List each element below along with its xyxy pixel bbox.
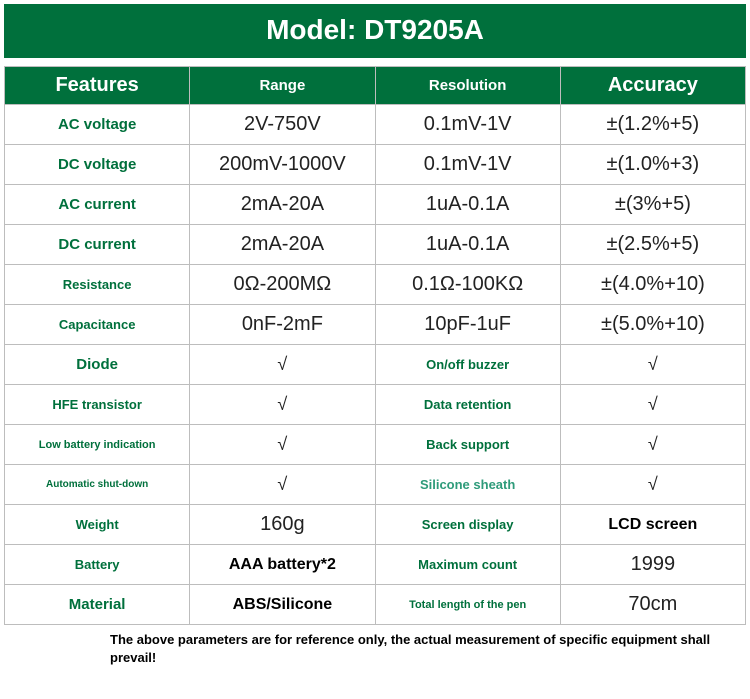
feature-label: On/off buzzer xyxy=(375,345,560,385)
feature-label: Weight xyxy=(5,505,190,545)
table-row: DC current2mA-20A1uA-0.1A±(2.5%+5) xyxy=(5,225,746,265)
feature-label: Automatic shut-down xyxy=(5,465,190,505)
feature-value: ABS/Silicone xyxy=(190,585,375,625)
feature-value: 160g xyxy=(190,505,375,545)
feature-value: √ xyxy=(560,385,745,425)
header-row: Features Range Resolution Accuracy xyxy=(5,67,746,105)
table-row: Low battery indication√Back support√ xyxy=(5,425,746,465)
feature-label: HFE transistor xyxy=(5,385,190,425)
model-title: Model: DT9205A xyxy=(266,14,484,45)
feature-label: DC voltage xyxy=(5,145,190,185)
col-resolution: Resolution xyxy=(375,67,560,105)
col-features: Features xyxy=(5,67,190,105)
resolution-value: 0.1Ω-100KΩ xyxy=(375,265,560,305)
feature-value: LCD screen xyxy=(560,505,745,545)
table-body: AC voltage2V-750V0.1mV-1V±(1.2%+5)DC vol… xyxy=(5,105,746,625)
accuracy-value: ±(3%+5) xyxy=(560,185,745,225)
table-row: MaterialABS/SiliconeTotal length of the … xyxy=(5,585,746,625)
feature-label: Material xyxy=(5,585,190,625)
feature-value: √ xyxy=(190,465,375,505)
feature-value: √ xyxy=(560,465,745,505)
feature-value: √ xyxy=(190,385,375,425)
resolution-value: 0.1mV-1V xyxy=(375,105,560,145)
range-value: 0Ω-200MΩ xyxy=(190,265,375,305)
table-row: Diode√On/off buzzer√ xyxy=(5,345,746,385)
range-value: 2mA-20A xyxy=(190,225,375,265)
feature-label: Maximum count xyxy=(375,545,560,585)
table-row: Automatic shut-down√Silicone sheath√ xyxy=(5,465,746,505)
table-row: DC voltage200mV-1000V0.1mV-1V±(1.0%+3) xyxy=(5,145,746,185)
feature-value: √ xyxy=(190,425,375,465)
feature-value: √ xyxy=(190,345,375,385)
accuracy-value: ±(1.0%+3) xyxy=(560,145,745,185)
feature-label: Silicone sheath xyxy=(375,465,560,505)
resolution-value: 10pF-1uF xyxy=(375,305,560,345)
accuracy-value: ±(4.0%+10) xyxy=(560,265,745,305)
feature-label: DC current xyxy=(5,225,190,265)
table-row: AC current2mA-20A1uA-0.1A±(3%+5) xyxy=(5,185,746,225)
feature-value: 70cm xyxy=(560,585,745,625)
feature-value: AAA battery*2 xyxy=(190,545,375,585)
table-row: Capacitance0nF-2mF10pF-1uF±(5.0%+10) xyxy=(5,305,746,345)
resolution-value: 0.1mV-1V xyxy=(375,145,560,185)
col-range: Range xyxy=(190,67,375,105)
table-row: HFE transistor√Data retention√ xyxy=(5,385,746,425)
title-bar: Model: DT9205A xyxy=(4,4,746,58)
table-row: Resistance0Ω-200MΩ0.1Ω-100KΩ±(4.0%+10) xyxy=(5,265,746,305)
range-value: 200mV-1000V xyxy=(190,145,375,185)
resolution-value: 1uA-0.1A xyxy=(375,225,560,265)
feature-label: Battery xyxy=(5,545,190,585)
col-accuracy: Accuracy xyxy=(560,67,745,105)
feature-label: Diode xyxy=(5,345,190,385)
accuracy-value: ±(5.0%+10) xyxy=(560,305,745,345)
feature-label: Screen display xyxy=(375,505,560,545)
feature-label: Capacitance xyxy=(5,305,190,345)
feature-value: 1999 xyxy=(560,545,745,585)
table-row: Weight160gScreen displayLCD screen xyxy=(5,505,746,545)
resolution-value: 1uA-0.1A xyxy=(375,185,560,225)
feature-label: Low battery indication xyxy=(5,425,190,465)
range-value: 2V-750V xyxy=(190,105,375,145)
spec-table: Features Range Resolution Accuracy AC vo… xyxy=(4,66,746,625)
accuracy-value: ±(2.5%+5) xyxy=(560,225,745,265)
range-value: 2mA-20A xyxy=(190,185,375,225)
footnote-text: The above parameters are for reference o… xyxy=(110,632,710,665)
feature-value: √ xyxy=(560,425,745,465)
feature-label: AC current xyxy=(5,185,190,225)
range-value: 0nF-2mF xyxy=(190,305,375,345)
feature-label: Back support xyxy=(375,425,560,465)
footnote: The above parameters are for reference o… xyxy=(0,625,750,676)
feature-label: AC voltage xyxy=(5,105,190,145)
table-row: BatteryAAA battery*2Maximum count1999 xyxy=(5,545,746,585)
feature-label: Total length of the pen xyxy=(375,585,560,625)
accuracy-value: ±(1.2%+5) xyxy=(560,105,745,145)
table-row: AC voltage2V-750V0.1mV-1V±(1.2%+5) xyxy=(5,105,746,145)
feature-label: Data retention xyxy=(375,385,560,425)
feature-value: √ xyxy=(560,345,745,385)
feature-label: Resistance xyxy=(5,265,190,305)
